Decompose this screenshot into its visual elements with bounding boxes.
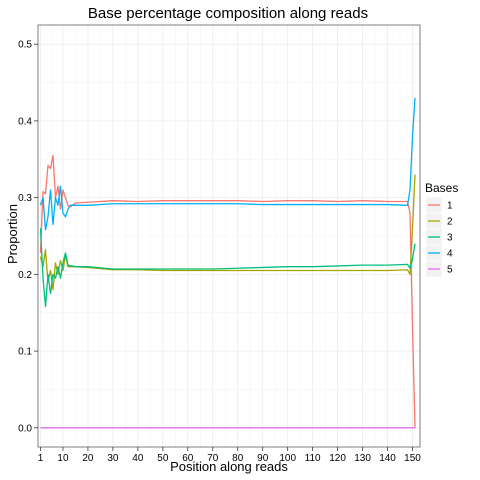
x-tick-label: 110 (305, 453, 321, 464)
y-tick-label: 0.3 (18, 193, 32, 204)
series-line-2 (39, 174, 416, 291)
x-tick-label: 40 (132, 453, 144, 464)
x-tick-label: 90 (257, 453, 269, 464)
x-tick-label: 120 (329, 453, 346, 464)
x-tick-label: 80 (232, 453, 244, 464)
y-tick-label: 0.5 (18, 40, 32, 51)
x-tick-label: 30 (107, 453, 119, 464)
series-lines (39, 97, 416, 429)
legend: Bases 1 2 3 4 5 (425, 181, 458, 278)
legend-item-4: 4 (425, 244, 453, 262)
x-tick-label: 100 (279, 453, 296, 464)
axes: 0.00.10.20.30.40.51 10 20 30 40 50 60 70 80 90 100… (18, 40, 421, 464)
x-tick-label: 60 (182, 453, 194, 464)
legend-label: 3 (447, 233, 453, 244)
x-tick-label: 50 (157, 453, 169, 464)
legend-items: 1 2 3 4 5 (425, 196, 453, 278)
y-axis-title: Proportion (5, 204, 20, 264)
legend-label: 1 (447, 201, 453, 212)
chart-title: Base percentage composition along reads (88, 5, 368, 22)
legend-item-1: 1 (425, 196, 453, 214)
x-tick-label: 1 (38, 453, 44, 464)
x-tick-label: 150 (404, 453, 421, 464)
series-line-1 (39, 154, 416, 428)
y-tick-label: 0.4 (18, 116, 32, 127)
x-tick-label: 130 (354, 453, 371, 464)
legend-item-5: 5 (425, 260, 453, 278)
y-tick-label: 0.1 (18, 347, 32, 358)
x-axis-title: Position along reads (170, 459, 288, 474)
x-tick-label: 140 (379, 453, 396, 464)
series-line-4 (39, 97, 416, 231)
series-line-3 (39, 228, 416, 308)
x-tick-label: 70 (207, 453, 219, 464)
plot-border (37, 24, 421, 448)
legend-label: 4 (447, 249, 453, 260)
legend-title: Bases (425, 181, 458, 195)
gridlines (38, 25, 420, 447)
y-tick-label: 0.2 (18, 270, 32, 281)
x-tick-label: 10 (57, 453, 69, 464)
legend-item-3: 3 (425, 228, 453, 246)
x-tick-label: 20 (82, 453, 94, 464)
legend-item-2: 2 (425, 212, 453, 230)
legend-label: 2 (447, 217, 453, 228)
y-tick-label: 0.0 (18, 423, 32, 434)
legend-label: 5 (447, 265, 453, 276)
